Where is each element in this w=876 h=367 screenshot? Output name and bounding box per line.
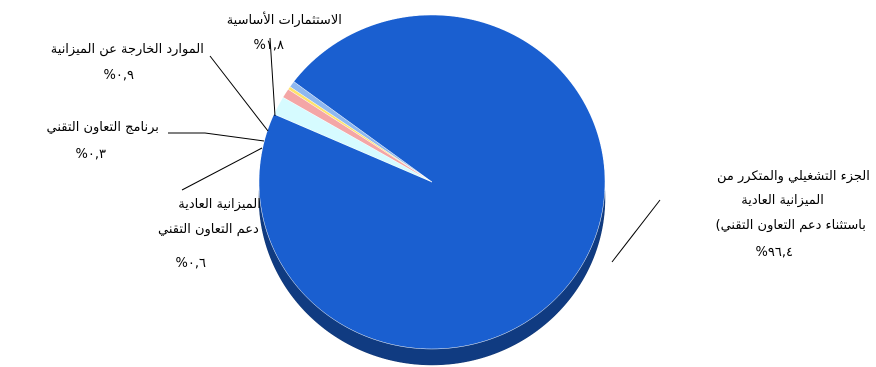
- slice-label-investments-value: %١,٨: [254, 38, 284, 53]
- leader-line-tc-programme: [168, 132, 265, 142]
- slice-label-tc-support-value: %٠,٦: [176, 256, 206, 271]
- slice-label-extrabudgetary-value: %٠,٩: [104, 68, 134, 83]
- slice-label-operating-line-1: الجزء التشغيلي والمتكرر من: [717, 169, 870, 184]
- slice-label-tc-support-line-1: الميزانية العادية: [178, 197, 261, 212]
- slice-label-tc-programme-value: %٠,٣: [76, 147, 106, 162]
- slice-label-tc-programme: برنامج التعاون التقني %٠,٣: [46, 120, 163, 162]
- leader-lines: [168, 37, 661, 263]
- pie-slice-investments: [273, 96, 433, 183]
- slice-label-investments-line-1: الاستثمارات الأساسية: [227, 11, 342, 28]
- slice-label-tc-programme-line-1: برنامج التعاون التقني: [46, 120, 158, 135]
- slice-label-operating-line-3: (باستثناء دعم التعاون التقني: [715, 218, 865, 233]
- slice-label-extrabudgetary-line-1: الموارد الخارجة عن الميزانية: [51, 42, 204, 57]
- slice-label-extrabudgetary: الموارد الخارجة عن الميزانية %٠,٩: [51, 42, 208, 83]
- slice-label-investments: الاستثمارات الأساسية %١,٨: [227, 11, 346, 53]
- slice-label-operating-line-2: الميزانية العادية: [741, 193, 824, 208]
- leader-line-tc-support: [181, 147, 263, 191]
- slice-label-tc-support-line-2: دعم التعاون التقني: [158, 222, 259, 237]
- leader-line-operating: [611, 199, 661, 263]
- pie-slices: [258, 14, 606, 350]
- slice-label-operating-value: %٩٦,٤: [756, 245, 793, 260]
- leader-line-extrabudgetary: [209, 55, 269, 132]
- leader-line-investments: [269, 37, 276, 117]
- slice-label-operating: الجزء التشغيلي والمتكرر من الميزانية الع…: [715, 169, 874, 260]
- slice-label-tc-support: الميزانية العادية دعم التعاون التقني %٠,…: [158, 197, 265, 271]
